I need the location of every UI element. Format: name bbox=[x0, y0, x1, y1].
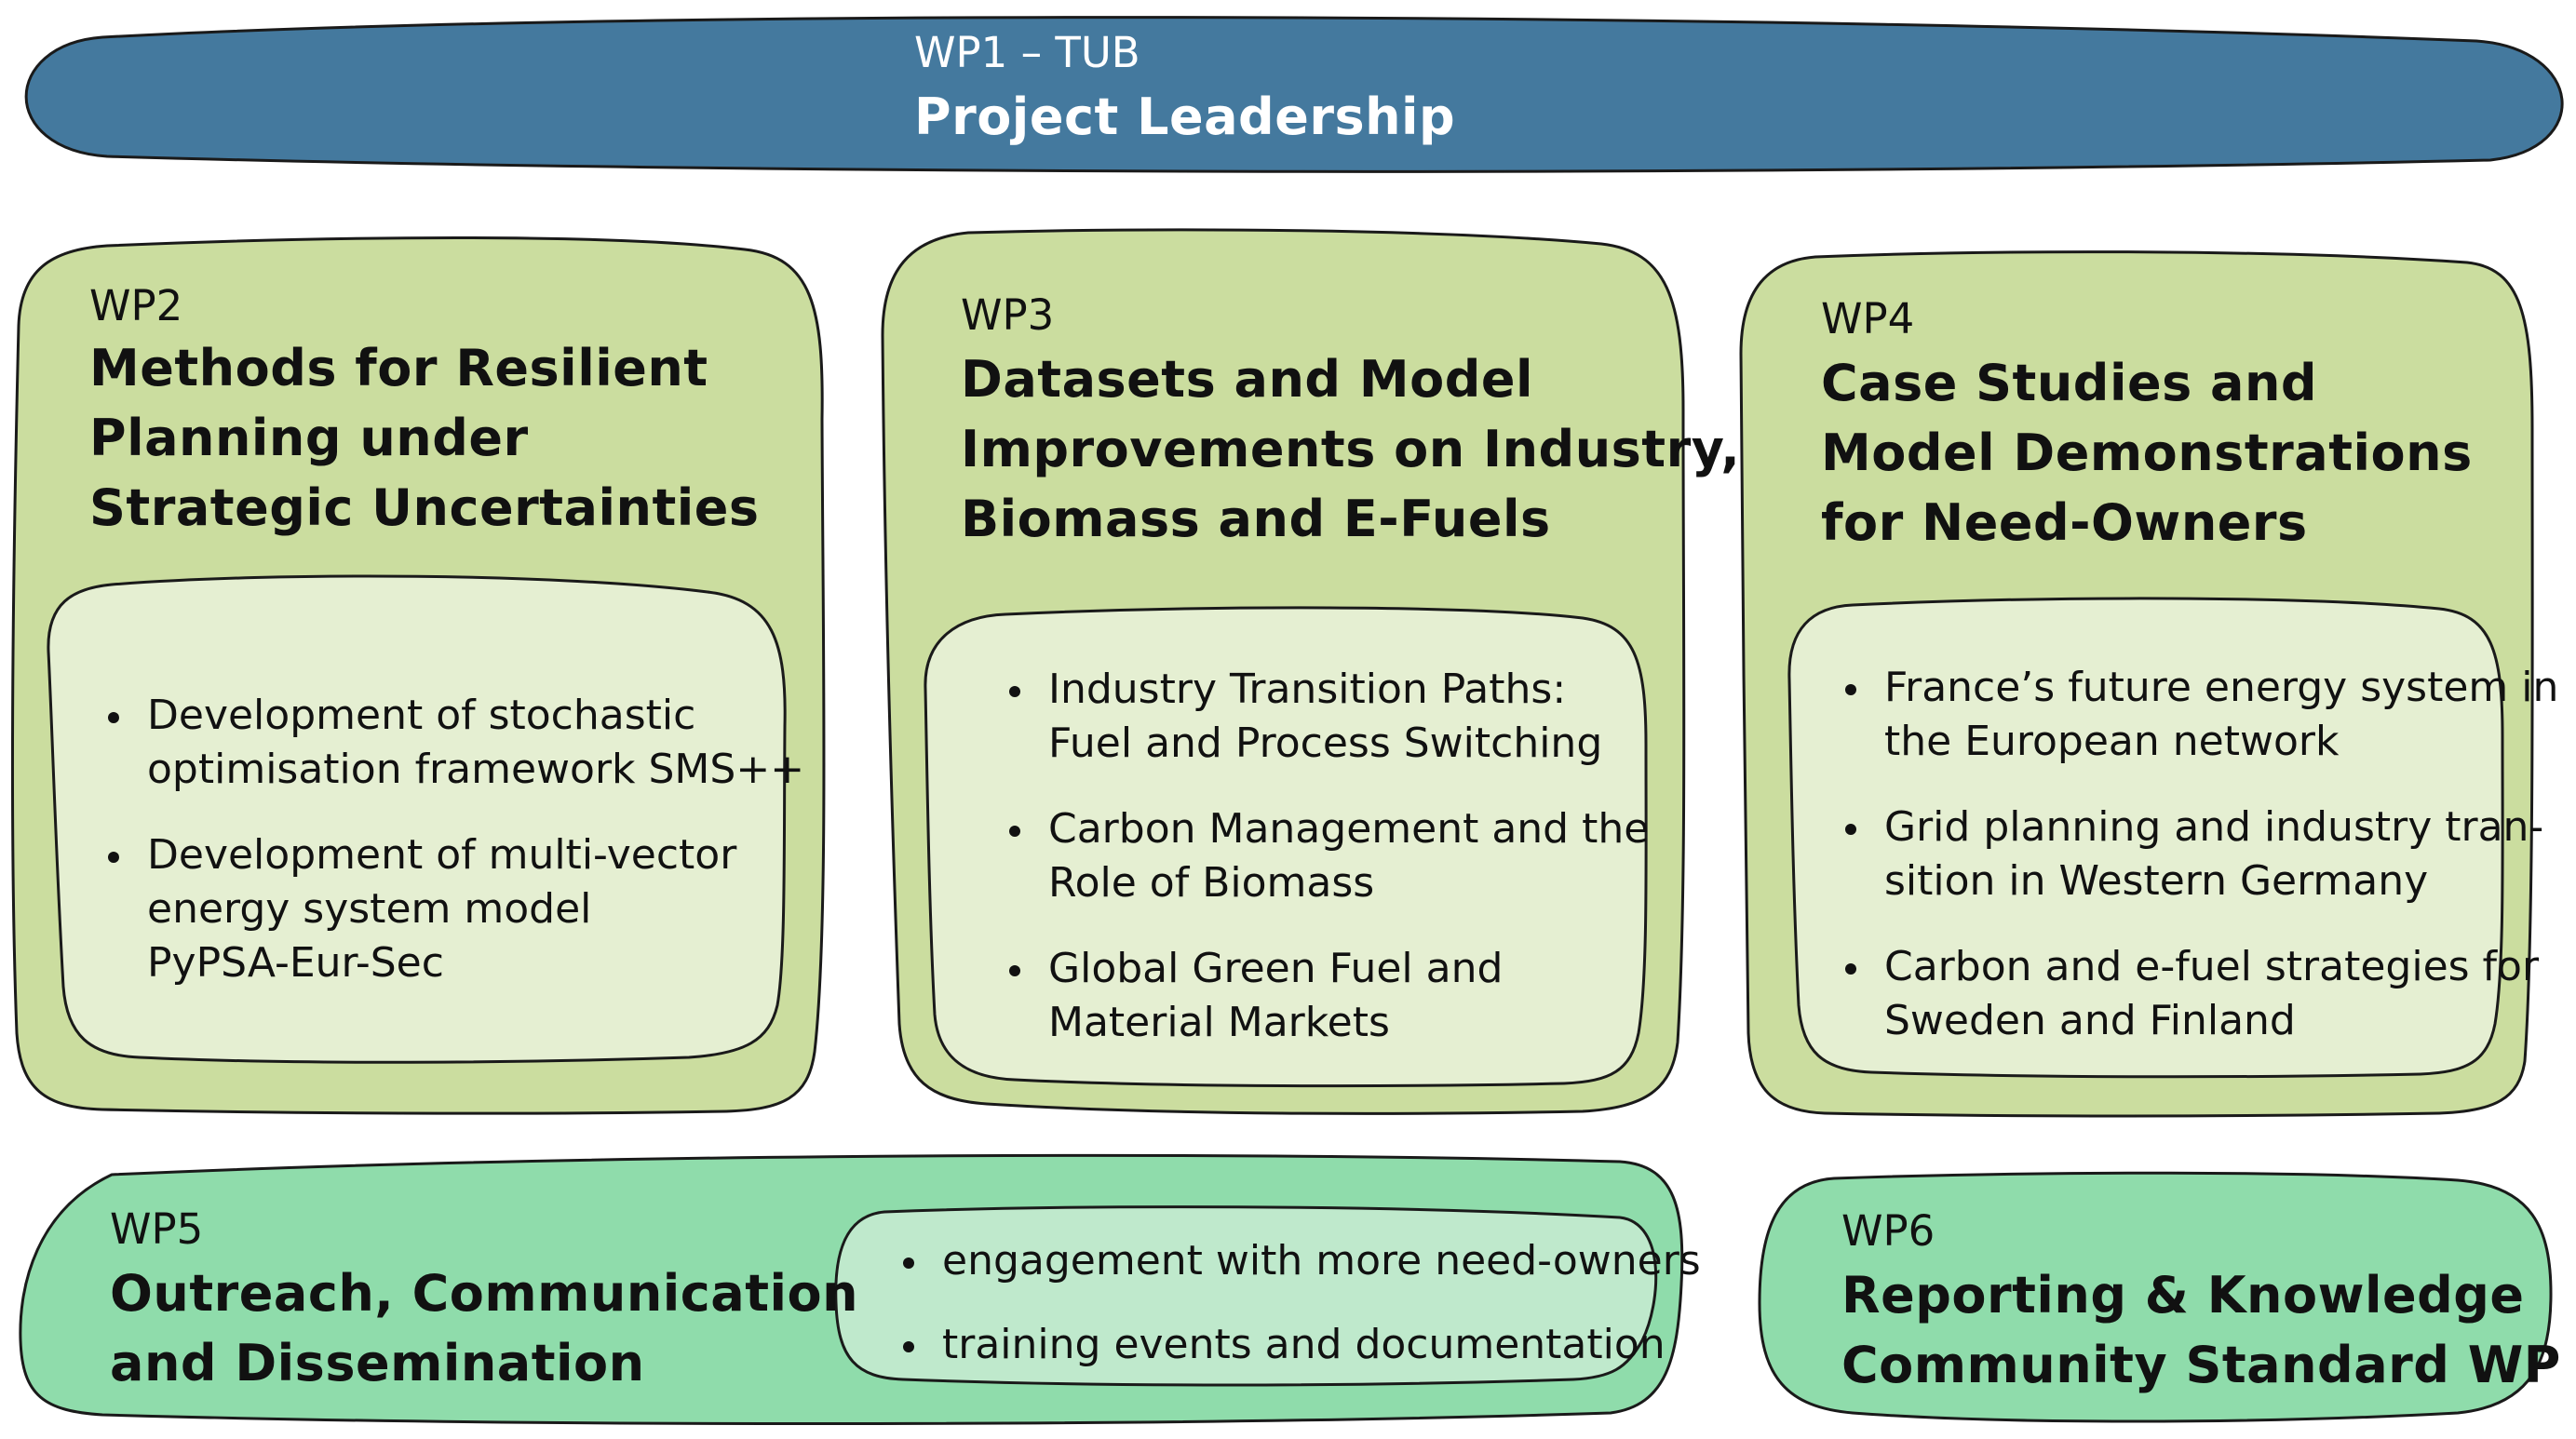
wp3-bullet-item: Global Green Fuel and Material Markets bbox=[1007, 942, 1649, 1050]
wp2-bullet-item: Development of stochastic optimisation f… bbox=[106, 689, 804, 797]
wp4-bullet-item: France’s future energy system in the Eur… bbox=[1843, 661, 2558, 769]
wp2-bullet-line: Development of multi-vector bbox=[147, 831, 737, 879]
wp4-bullet-item: Carbon and e-fuel strategies for Sweden … bbox=[1843, 940, 2558, 1048]
wp5-bullet-item: training events and documentation bbox=[901, 1318, 1701, 1372]
wp5-bullet-item: engagement with more need-owners bbox=[901, 1234, 1701, 1288]
wp5-title-line: and Dissemination bbox=[110, 1334, 645, 1392]
wp2-inner-shape bbox=[47, 574, 787, 1064]
wp1-title-line: Project Leadership bbox=[914, 87, 1456, 146]
wp2-bullet-line: energy system model bbox=[147, 885, 592, 933]
wp4-title: Case Studies and Model Demonstrations fo… bbox=[1821, 348, 2473, 558]
wp3-bullet-line: Industry Transition Paths: bbox=[1048, 666, 1567, 713]
wp3-title: Datasets and Model Improvements on Indus… bbox=[961, 344, 1740, 554]
wp4-title-line: Model Demonstrations bbox=[1821, 424, 2473, 482]
wp4-inner-shape bbox=[1787, 597, 2504, 1079]
wp2-bullet-item: Development of multi-vector energy syste… bbox=[106, 828, 804, 990]
wp6-title-line: Community Standard WP bbox=[1841, 1336, 2561, 1394]
wp3-title-line: Biomass and E-Fuels bbox=[961, 490, 1551, 548]
wp5-bullet-list: engagement with more need-owners trainin… bbox=[901, 1234, 1701, 1372]
wp4-bullet-item: Grid planning and industry tran- sition … bbox=[1843, 800, 2558, 908]
wp4-bullet-line: sition in Western Germany bbox=[1884, 857, 2429, 905]
wp6-code: WP6 bbox=[1841, 1206, 1935, 1256]
wp4-code: WP4 bbox=[1821, 294, 1915, 343]
wp6-title: Reporting & Knowledge Community Standard… bbox=[1841, 1260, 2561, 1400]
wp5-code: WP5 bbox=[110, 1204, 204, 1254]
wp2-title: Methods for Resilient Planning under Str… bbox=[89, 333, 760, 543]
wp5-bullet-line: engagement with more need-owners bbox=[942, 1237, 1701, 1284]
wp2-bullet-line: Development of stochastic bbox=[147, 692, 696, 739]
wp2-title-line: Strategic Uncertainties bbox=[89, 478, 760, 537]
wp3-bullet-line: Global Green Fuel and bbox=[1048, 945, 1504, 992]
wp2-title-line: Methods for Resilient bbox=[89, 339, 708, 397]
wp3-bullet-item: Industry Transition Paths: Fuel and Proc… bbox=[1007, 663, 1649, 771]
wp6-box-shape bbox=[1758, 1171, 2553, 1423]
wp3-bullet-line: Fuel and Process Switching bbox=[1048, 720, 1603, 767]
wp4-bullet-line: France’s future energy system in bbox=[1884, 664, 2559, 711]
wp2-title-line: Planning under bbox=[89, 409, 529, 467]
wp3-code: WP3 bbox=[961, 290, 1055, 340]
wp4-title-line: Case Studies and bbox=[1821, 354, 2318, 412]
wp4-bullet-line: the European network bbox=[1884, 718, 2340, 765]
wp4-bullet-line: Carbon and e-fuel strategies for bbox=[1884, 943, 2540, 990]
wp3-title-line: Improvements on Industry, bbox=[961, 420, 1741, 478]
wp5-title-line: Outreach, Communication bbox=[110, 1264, 859, 1323]
wp4-bullet-line: Grid planning and industry tran- bbox=[1884, 803, 2544, 851]
wp2-bullet-list: Development of stochastic optimisation f… bbox=[106, 689, 804, 990]
wp4-bullet-list: France’s future energy system in the Eur… bbox=[1843, 661, 2558, 1048]
wp4-title-line: for Need-Owners bbox=[1821, 493, 2308, 552]
wp2-bullet-line: optimisation framework SMS++ bbox=[147, 746, 805, 793]
wp2-bullet-line: PyPSA-Eur-Sec bbox=[147, 939, 444, 987]
wp1-code: WP1 – TUB bbox=[914, 28, 1140, 77]
wp3-title-line: Datasets and Model bbox=[961, 350, 1533, 409]
wp3-bullet-item: Carbon Management and the Role of Biomas… bbox=[1007, 802, 1649, 910]
wp1-banner-shape bbox=[24, 16, 2564, 173]
wp3-bullet-list: Industry Transition Paths: Fuel and Proc… bbox=[1007, 663, 1649, 1050]
wp5-bullet-line: training events and documentation bbox=[942, 1321, 1666, 1368]
wp3-bullet-line: Carbon Management and the bbox=[1048, 805, 1650, 853]
wp5-title: Outreach, Communication and Disseminatio… bbox=[110, 1258, 858, 1398]
wp3-bullet-line: Material Markets bbox=[1048, 999, 1390, 1046]
wp1-title: Project Leadership bbox=[914, 82, 1455, 152]
wp5-inner-shape bbox=[834, 1205, 1658, 1387]
wp3-bullet-line: Role of Biomass bbox=[1048, 859, 1375, 907]
wp2-code: WP2 bbox=[89, 281, 183, 330]
wp4-bullet-line: Sweden and Finland bbox=[1884, 997, 2296, 1044]
wp3-inner-shape bbox=[924, 606, 1648, 1088]
wp6-title-line: Reporting & Knowledge bbox=[1841, 1266, 2525, 1325]
